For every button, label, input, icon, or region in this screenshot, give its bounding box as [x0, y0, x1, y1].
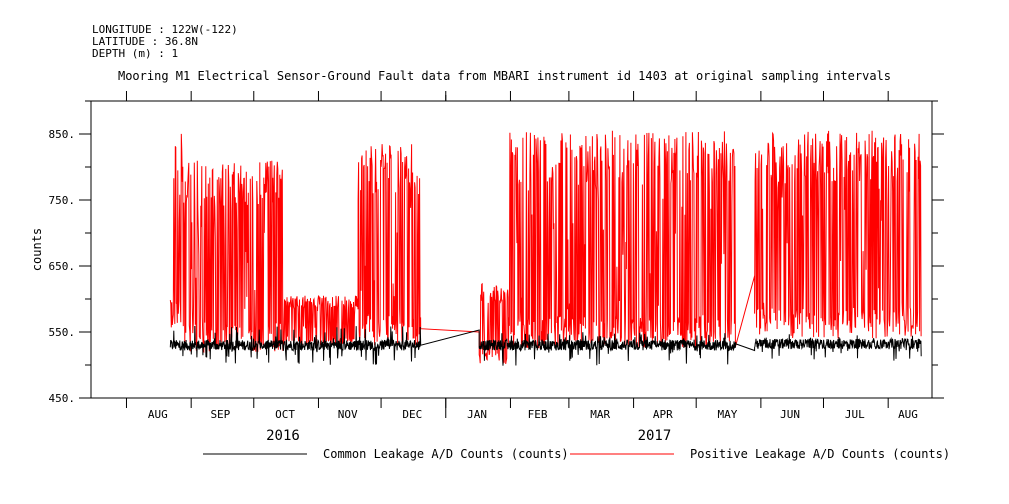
y-tick-label: 750. — [49, 194, 76, 207]
chart-title: Mooring M1 Electrical Sensor-Ground Faul… — [117, 69, 892, 83]
x-month-label: AUG — [898, 408, 918, 421]
legend-label-common: Common Leakage A/D Counts (counts) — [323, 447, 569, 461]
x-month-label: JUL — [845, 408, 865, 421]
x-month-label: DEC — [402, 408, 422, 421]
x-month-label: FEB — [528, 408, 548, 421]
x-month-label: SEP — [210, 408, 230, 421]
x-month-label: JUN — [780, 408, 800, 421]
series-common-leakage — [169, 325, 922, 366]
y-axis-label: counts — [30, 228, 44, 271]
x-month-label: APR — [653, 408, 673, 421]
y-tick-label: 550. — [49, 326, 76, 339]
latitude-label: LATITUDE : 36.8N — [92, 35, 198, 48]
x-month-label: OCT — [275, 408, 295, 421]
plot-frame — [90, 100, 933, 399]
y-tick-label: 850. — [49, 128, 76, 141]
x-year-label: 2016 — [266, 428, 300, 444]
legend-label-positive: Positive Leakage A/D Counts (counts) — [690, 447, 950, 461]
x-month-label: NOV — [338, 408, 358, 421]
x-month-label: MAR — [590, 408, 610, 421]
x-month-label: MAY — [718, 408, 738, 421]
longitude-label: LONGITUDE : 122W(-122) — [92, 23, 238, 36]
x-month-label: JAN — [467, 408, 487, 421]
y-tick-label: 650. — [49, 260, 76, 273]
x-month-label: AUG — [148, 408, 168, 421]
y-tick-label: 450. — [49, 392, 76, 405]
x-year-label: 2017 — [638, 428, 672, 444]
depth-label: DEPTH (m) : 1 — [92, 47, 179, 60]
series-positive-leakage — [169, 130, 922, 364]
